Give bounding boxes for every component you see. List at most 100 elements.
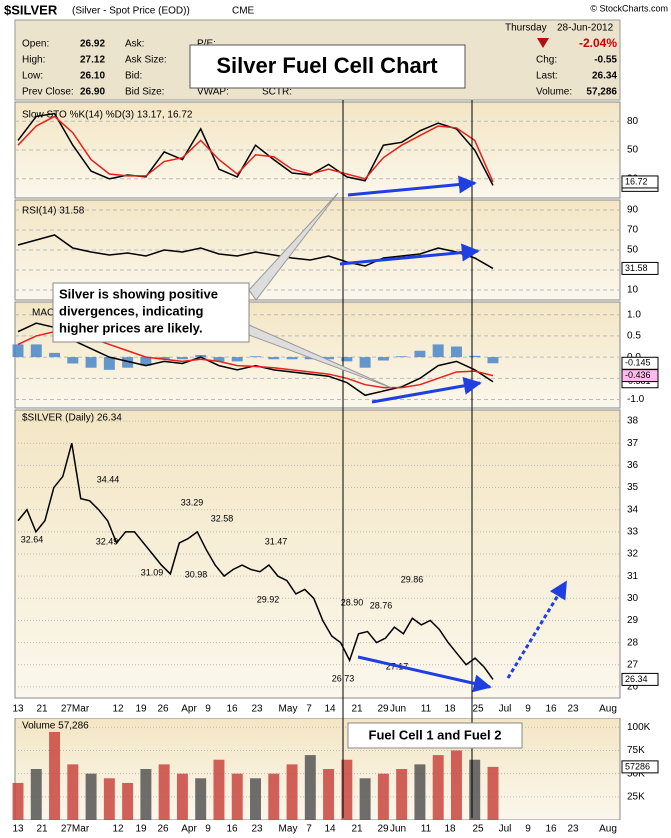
label: Open: [22, 39, 49, 50]
price-annotation: 31.47 [265, 536, 288, 546]
x-tick-label: 9 [525, 704, 531, 715]
x-tick-label: 29 [377, 704, 389, 715]
panel-label: MAC [32, 308, 54, 319]
value-badge-text: -0.145 [625, 358, 651, 368]
series-line [17, 115, 494, 183]
bar [195, 355, 207, 358]
x-tick-label: 19 [135, 704, 147, 715]
x-tick-label: 23 [251, 704, 263, 715]
x-tick-label: 23 [567, 704, 579, 715]
y-tick-label: 36 [627, 460, 639, 471]
x-tick-label: Jun [390, 704, 406, 715]
x-tick-label: 27Mar [61, 704, 90, 715]
y-tick-label: 32 [627, 549, 639, 560]
bar [85, 773, 97, 820]
bar [122, 357, 134, 368]
value: 57,286 [586, 87, 617, 98]
label: P/E: [197, 39, 216, 50]
x-tick-label: Apr [181, 824, 197, 835]
bar [231, 357, 243, 362]
bar [341, 759, 353, 820]
x-tick-label: 9 [205, 824, 211, 835]
exchange: CME [232, 6, 255, 17]
value: 26.10 [80, 71, 105, 82]
bar [268, 357, 280, 360]
copyright: © StockCharts.com [590, 3, 668, 13]
bar [176, 357, 188, 360]
bar [30, 344, 42, 358]
price-annotation: 28.76 [370, 600, 393, 610]
x-tick-label: 19 [135, 824, 147, 835]
description: (Silver - Spot Price (EOD)) [72, 6, 190, 17]
date-axis [0, 820, 671, 838]
y-tick-label: 70 [627, 225, 639, 236]
panel-label: Volume 57,286 [22, 721, 89, 732]
value: 26.92 [80, 39, 105, 50]
bar [12, 782, 24, 820]
projection-arrow [506, 580, 568, 679]
bar [103, 357, 115, 370]
price-annotation: 32.58 [211, 513, 234, 523]
y-tick-label: 50K [627, 768, 645, 779]
value-badge [621, 760, 659, 774]
fuel-callout-box [347, 722, 523, 749]
bar [158, 357, 170, 360]
bar [396, 356, 408, 358]
bar [67, 357, 79, 364]
bar [250, 356, 261, 358]
y-tick-label: 30 [627, 593, 639, 604]
divergence-arrow [347, 175, 477, 197]
y-tick-label: -1.0 [627, 394, 645, 405]
bar [359, 778, 371, 820]
y-tick-label: 50 [627, 145, 639, 156]
bar [450, 750, 462, 820]
x-tick-label: 27Mar [61, 824, 90, 835]
y-tick-label: 10 [627, 285, 639, 296]
symbol: $SILVER [4, 2, 58, 17]
down-arrow [537, 38, 549, 48]
bar [49, 731, 61, 820]
y-tick-label: 28 [627, 637, 639, 648]
x-tick-label: 9 [205, 704, 211, 715]
y-tick-label: 80 [627, 116, 639, 127]
value-badge-text: 26.34 [625, 674, 648, 684]
bar [213, 759, 225, 820]
x-tick-label: 18 [444, 704, 456, 715]
bar [341, 357, 353, 362]
x-tick-label: 11 [421, 704, 432, 715]
x-tick-label: 13 [12, 704, 24, 715]
bar [323, 769, 335, 820]
price-annotation: 34.44 [97, 474, 120, 484]
bar [195, 778, 207, 820]
y-tick-label: 27 [627, 659, 639, 670]
bar [414, 350, 426, 358]
bar [85, 357, 97, 368]
price-annotation: 32.64 [21, 534, 44, 544]
x-tick-label: Jun [390, 824, 406, 835]
label: Volume: [536, 87, 572, 98]
y-tick-label: 25K [627, 791, 645, 802]
value-badge-text: -0.436 [625, 370, 651, 380]
y-tick-label: 26 [627, 682, 639, 693]
bar [213, 357, 225, 362]
value-badge [621, 369, 659, 383]
bar [469, 355, 481, 358]
panel-label: $SILVER (Daily) 26.34 [22, 413, 122, 424]
day: Thursday [505, 23, 547, 34]
x-tick-label: 23 [567, 824, 579, 835]
bar [469, 759, 481, 820]
bar [268, 773, 280, 820]
bar [67, 764, 79, 820]
x-tick-label: Jul [499, 824, 512, 835]
bar [450, 346, 462, 358]
change-pct: -2.04% [579, 36, 617, 50]
bar [286, 357, 298, 360]
x-tick-label: 26 [157, 704, 169, 715]
panel-label: RSI(14) 31.58 [22, 206, 85, 217]
value-badge-text: 16.72 [625, 176, 648, 186]
x-tick-label: 21 [351, 824, 363, 835]
y-tick-label: 75K [627, 745, 645, 756]
x-tick-label: 23 [251, 824, 263, 835]
y-tick-label: 50 [627, 245, 639, 256]
bar [158, 764, 170, 820]
